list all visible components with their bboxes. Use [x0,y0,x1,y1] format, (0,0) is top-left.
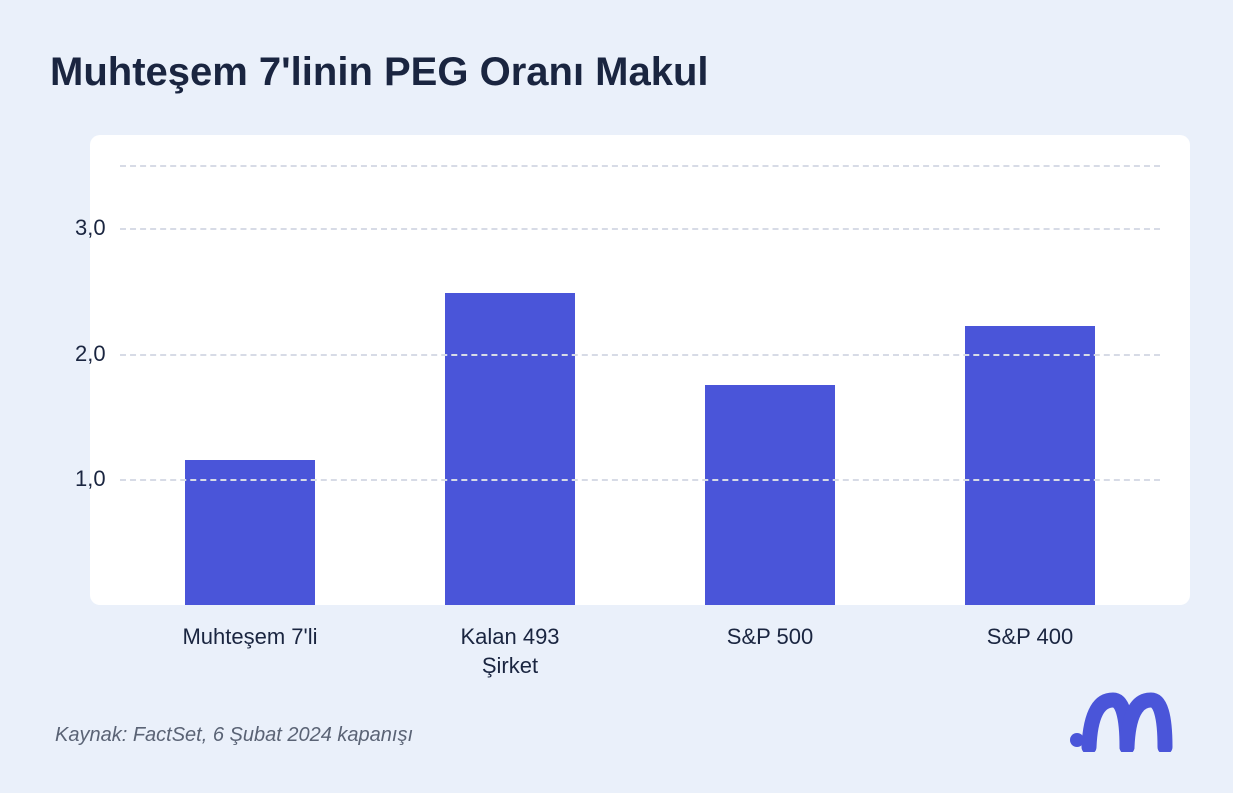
bar [445,293,575,605]
plot-area: 1,02,03,0 [120,165,1160,605]
y-tick-label: 3,0 [75,215,135,241]
bar [185,460,315,605]
bar-slot [380,165,640,605]
y-tick-label: 1,0 [75,466,135,492]
x-tick-label: Kalan 493 Şirket [380,623,640,680]
chart-card: 1,02,03,0 [90,135,1190,605]
chart-container: Muhteşem 7'linin PEG Oranı Makul 1,02,03… [0,0,1233,793]
x-tick-label: S&P 500 [640,623,900,680]
bar [705,385,835,605]
chart-title: Muhteşem 7'linin PEG Oranı Makul [50,50,1183,95]
bar-slot [120,165,380,605]
bar-slot [900,165,1160,605]
gridline [120,479,1160,481]
bar-slot [640,165,900,605]
gridline [120,354,1160,356]
bars-group [120,165,1160,605]
gridline [120,165,1160,167]
gridline [120,228,1160,230]
source-caption: Kaynak: FactSet, 6 Şubat 2024 kapanışı [55,724,413,747]
x-axis-labels: Muhteşem 7'liKalan 493 ŞirketS&P 500S&P … [90,605,1190,680]
x-tick-label: S&P 400 [900,623,1160,680]
x-tick-label: Muhteşem 7'li [120,623,380,680]
y-tick-label: 2,0 [75,341,135,367]
bar [965,326,1095,605]
brand-logo-icon [1067,682,1177,757]
